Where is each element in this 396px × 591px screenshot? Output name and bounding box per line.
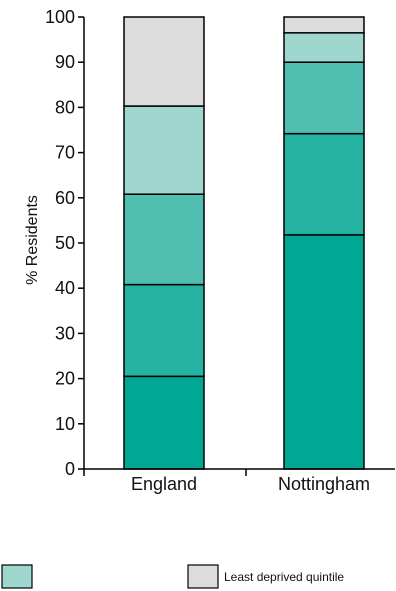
y-tick-label: 40 <box>55 278 75 298</box>
y-tick-label: 60 <box>55 188 75 208</box>
bar-segment-nottingham-1 <box>283 234 365 470</box>
x-axis: England Nottingham <box>83 468 395 494</box>
bar-segment-nottingham-4 <box>283 32 365 63</box>
y-axis-title: % Residents <box>24 195 41 285</box>
bar-segment-nottingham-3 <box>283 61 365 135</box>
legend-swatch <box>187 564 219 589</box>
y-tick-label: 100 <box>45 7 75 27</box>
y-axis: 0 10 20 30 40 50 60 70 80 90 100 <box>45 7 85 479</box>
bar-segment-england-3 <box>123 193 205 286</box>
y-tick-label: 70 <box>55 143 75 163</box>
bar-segment-england-1 <box>123 375 205 470</box>
bar-segment-nottingham-5 <box>283 16 365 34</box>
legend-swatch <box>1 564 33 589</box>
y-tick-label: 20 <box>55 369 75 389</box>
x-tick-label: England <box>131 474 197 494</box>
y-tick-label: 0 <box>65 459 75 479</box>
bar-segment-england-4 <box>123 105 205 195</box>
bar-segment-nottingham-2 <box>283 132 365 236</box>
y-tick-label: 80 <box>55 97 75 117</box>
y-tick-label: 10 <box>55 414 75 434</box>
y-axis-title-group: % Residents <box>24 195 41 285</box>
bars <box>123 16 365 470</box>
x-tick-label: Nottingham <box>278 474 370 494</box>
bar-segment-england-5 <box>123 16 205 107</box>
legend-label: Least deprived quintile <box>224 570 344 584</box>
legend: Least deprived quintile <box>1 564 344 589</box>
y-tick-label: 90 <box>55 52 75 72</box>
bar-segment-england-2 <box>123 283 205 378</box>
y-tick-label: 50 <box>55 233 75 253</box>
y-tick-label: 30 <box>55 323 75 343</box>
